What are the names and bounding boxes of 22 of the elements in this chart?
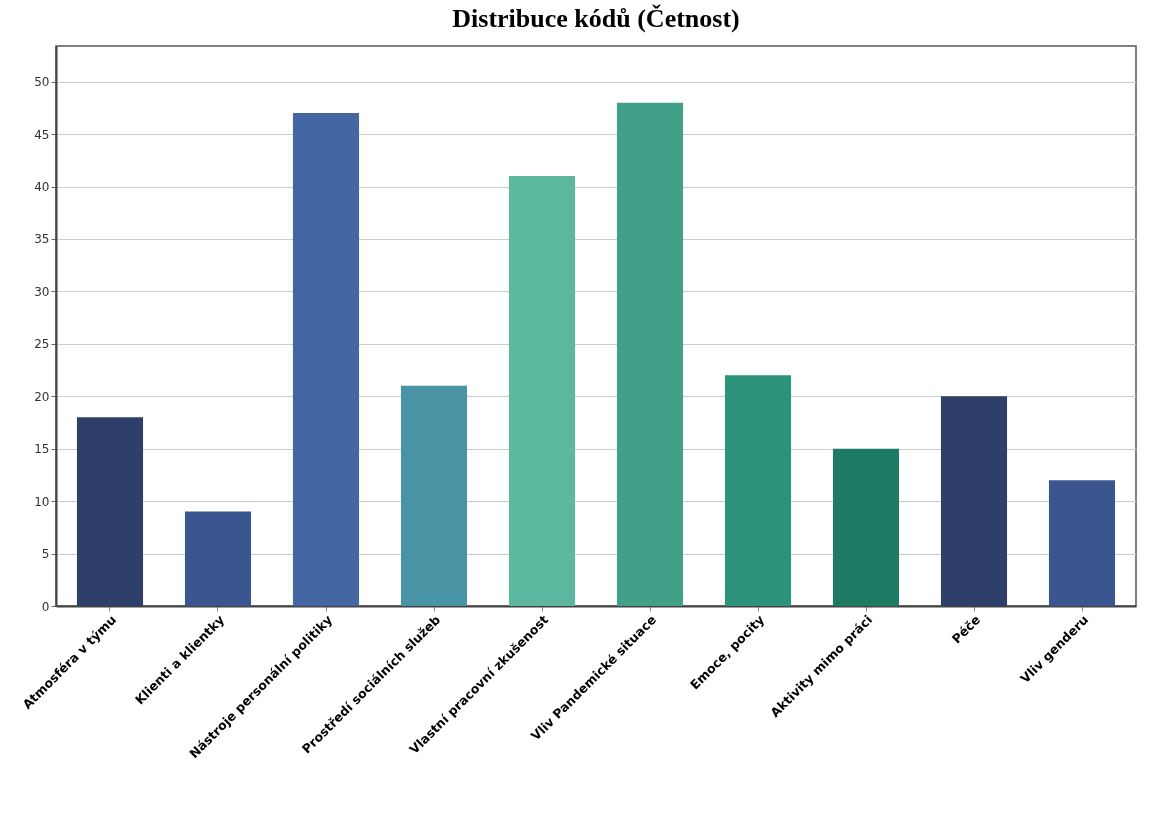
y-tick-label: 0 (41, 599, 50, 614)
y-tick-label: 15 (34, 442, 50, 457)
bar (616, 102, 684, 606)
bar (1048, 480, 1116, 606)
y-tick-label: 30 (34, 284, 50, 299)
bar (400, 385, 468, 606)
bar (76, 417, 144, 606)
bar (832, 448, 900, 606)
bar (940, 396, 1008, 606)
y-tick-label: 10 (34, 494, 50, 509)
y-tick-label: 25 (34, 337, 50, 352)
bar (724, 375, 792, 606)
bar (292, 113, 360, 606)
bar (508, 176, 576, 606)
bar (184, 511, 252, 606)
y-tick-label: 35 (34, 232, 50, 247)
y-tick-label: 40 (34, 180, 50, 195)
y-tick-label: 45 (34, 127, 50, 142)
chart-title: Distribuce kódů (Četnost) (452, 4, 740, 33)
y-tick-label: 50 (34, 75, 50, 90)
y-tick-label: 20 (34, 389, 50, 404)
y-tick-label: 5 (41, 547, 50, 562)
